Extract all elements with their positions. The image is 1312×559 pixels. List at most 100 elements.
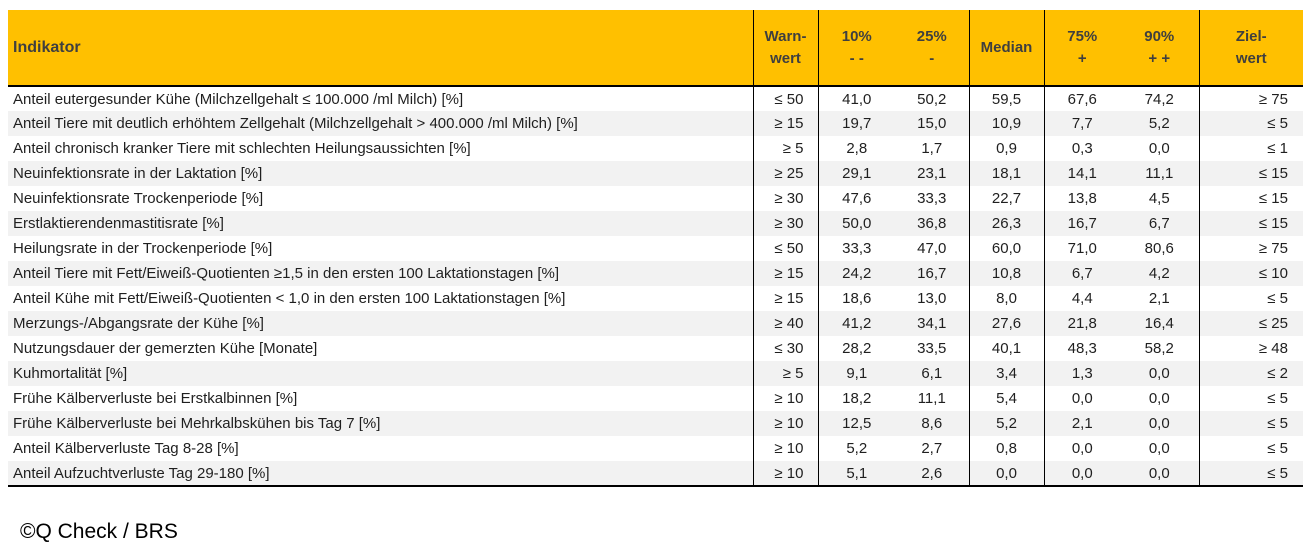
cell-75pct: 0,0	[1043, 436, 1120, 461]
cell-25pct: 16,7	[917, 265, 947, 282]
cell-indikator: Frühe Kälberverluste bei Mehrkalbskühen …	[13, 415, 381, 432]
cell-75pct: 67,6	[1043, 86, 1120, 111]
cell-indikator: Anteil Kühe mit Fett/Eiweiß-Quotienten <…	[13, 290, 566, 307]
cell-median: 10,8	[968, 261, 1044, 286]
table-row: Neuinfektionsrate in der Laktation [%] ≥ …	[8, 161, 1303, 186]
cell-10pct: 9,1	[817, 361, 895, 386]
cell-warnwert: ≥ 10	[752, 436, 818, 461]
cell-25pct: 6,1	[921, 365, 943, 382]
cell-median: 0,0	[968, 461, 1044, 486]
cell-75pct: 14,1	[1043, 161, 1120, 186]
table-row: Frühe Kälberverluste bei Erstkalbinnen […	[8, 386, 1303, 411]
cell-90pct: 4,2	[1148, 265, 1170, 282]
cell-indikator: Neuinfektionsrate in der Laktation [%]	[13, 165, 263, 182]
col-header-10pct: 10% - -	[817, 10, 895, 87]
cell-10pct: 19,7	[817, 111, 895, 136]
col-header-indikator: Indikator	[8, 10, 753, 87]
col-header-90pct-symbol: + +	[1148, 50, 1171, 67]
col-header-zielwert-line1: Ziel-	[1235, 28, 1267, 45]
cell-median: 22,7	[968, 186, 1044, 211]
cell-90pct: 4,5	[1148, 190, 1170, 207]
table-row: Erstlaktierendenmastitisrate [%] ≥ 30 50,0…	[8, 211, 1303, 236]
cell-10pct: 18,6	[817, 286, 895, 311]
cell-10pct: 28,2	[817, 336, 895, 361]
cell-75pct: 48,3	[1043, 336, 1120, 361]
cell-zielwert: ≤ 15	[1198, 161, 1303, 186]
col-header-25pct: 25% -	[895, 10, 969, 87]
cell-75pct: 0,0	[1043, 386, 1120, 411]
cell-zielwert: ≥ 75	[1198, 236, 1303, 261]
cell-75pct: 13,8	[1043, 186, 1120, 211]
cell-25pct: 50,2	[917, 90, 947, 108]
cell-indikator: Merzungs-/Abgangsrate der Kühe [%]	[13, 315, 264, 332]
cell-25pct: 47,0	[917, 240, 947, 257]
cell-median: 5,2	[968, 411, 1044, 436]
table-row: Neuinfektionsrate Trockenperiode [%] ≥ 30…	[8, 186, 1303, 211]
cell-indikator: Frühe Kälberverluste bei Erstkalbinnen […	[13, 390, 298, 407]
cell-90pct: 0,0	[1148, 464, 1170, 482]
cell-median: 59,5	[968, 86, 1044, 111]
cell-90pct: 5,2	[1148, 115, 1170, 132]
col-header-indikator-label: Indikator	[13, 38, 81, 56]
cell-75pct: 1,3	[1043, 361, 1120, 386]
cell-90pct: 0,0	[1148, 390, 1170, 407]
cell-10pct: 47,6	[817, 186, 895, 211]
cell-75pct: 21,8	[1043, 311, 1120, 336]
cell-25pct: 11,1	[917, 390, 946, 407]
cell-indikator: Anteil eutergesunder Kühe (Milchzellgeha…	[13, 90, 464, 108]
cell-zielwert: ≤ 5	[1198, 411, 1303, 436]
cell-10pct: 50,0	[817, 211, 895, 236]
cell-warnwert: ≥ 25	[752, 161, 818, 186]
cell-75pct: 2,1	[1043, 411, 1120, 436]
indicator-table-container: Indikator Warn- wert 10% - - 25	[8, 10, 1303, 487]
col-header-zielwert-line2: wert	[1235, 50, 1267, 67]
cell-median: 10,9	[968, 111, 1044, 136]
table-row: Anteil Aufzuchtverluste Tag 29-180 [%] ≥ …	[8, 461, 1303, 486]
cell-median: 26,3	[968, 211, 1044, 236]
cell-indikator: Erstlaktierendenmastitisrate [%]	[13, 215, 224, 232]
cell-90pct: 0,0	[1148, 140, 1170, 157]
cell-10pct: 12,5	[817, 411, 895, 436]
cell-zielwert: ≤ 5	[1198, 436, 1303, 461]
table-row: Kuhmortalität [%] ≥ 5 9,1 6,1 3,4 1,3 0,0 ≤ 2	[8, 361, 1303, 386]
col-header-25pct-symbol: -	[929, 50, 935, 67]
cell-75pct: 4,4	[1043, 286, 1120, 311]
col-header-90pct: 90% + +	[1120, 10, 1199, 87]
cell-zielwert: ≥ 75	[1198, 86, 1303, 111]
table-row: Anteil chronisch kranker Tiere mit schle…	[8, 136, 1303, 161]
col-header-75pct-label: 75%	[1067, 28, 1098, 45]
table-body: Anteil eutergesunder Kühe (Milchzellgeha…	[8, 86, 1303, 486]
col-header-25pct-label: 25%	[916, 28, 947, 45]
credit-text: ©Q Check / BRS	[20, 520, 178, 543]
cell-90pct: 0,0	[1148, 440, 1170, 457]
cell-indikator: Anteil chronisch kranker Tiere mit schle…	[13, 140, 471, 157]
col-header-warnwert-line1: Warn-	[764, 28, 807, 45]
cell-10pct: 33,3	[817, 236, 895, 261]
cell-zielwert: ≤ 5	[1198, 386, 1303, 411]
cell-median: 3,4	[968, 361, 1044, 386]
cell-10pct: 24,2	[817, 261, 895, 286]
cell-90pct: 0,0	[1148, 365, 1170, 382]
cell-indikator: Heilungsrate in der Trockenperiode [%]	[13, 240, 273, 257]
cell-warnwert: ≥ 30	[752, 211, 818, 236]
cell-zielwert: ≤ 15	[1198, 211, 1303, 236]
cell-warnwert: ≥ 15	[752, 286, 818, 311]
table-row: Frühe Kälberverluste bei Mehrkalbskühen …	[8, 411, 1303, 436]
cell-25pct: 1,7	[921, 140, 943, 157]
cell-zielwert: ≥ 48	[1198, 336, 1303, 361]
cell-indikator: Anteil Aufzuchtverluste Tag 29-180 [%]	[13, 464, 270, 482]
cell-warnwert: ≥ 15	[752, 111, 818, 136]
cell-indikator: Kuhmortalität [%]	[13, 365, 128, 382]
cell-median: 40,1	[968, 336, 1044, 361]
cell-10pct: 41,2	[817, 311, 895, 336]
cell-90pct: 11,1	[1145, 165, 1174, 182]
cell-indikator: Nutzungsdauer der gemerzten Kühe [Monate…	[13, 340, 318, 357]
cell-indikator: Anteil Kälberverluste Tag 8-28 [%]	[13, 440, 239, 457]
cell-90pct: 6,7	[1148, 215, 1170, 232]
cell-10pct: 18,2	[817, 386, 895, 411]
cell-warnwert: ≤ 50	[752, 86, 818, 111]
col-header-warnwert: Warn- wert	[752, 10, 818, 87]
table-row: Nutzungsdauer der gemerzten Kühe [Monate…	[8, 336, 1303, 361]
col-header-10pct-symbol: - -	[849, 50, 864, 67]
cell-25pct: 2,7	[921, 440, 943, 457]
